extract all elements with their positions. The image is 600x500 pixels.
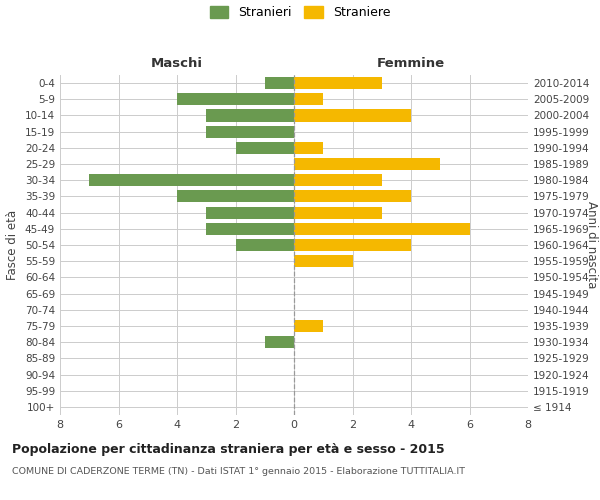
Bar: [294, 158, 440, 170]
Text: Popolazione per cittadinanza straniera per età e sesso - 2015: Popolazione per cittadinanza straniera p…: [12, 442, 445, 456]
Bar: [89, 174, 294, 186]
Bar: [235, 142, 294, 154]
Bar: [294, 222, 470, 235]
Bar: [294, 320, 323, 332]
Bar: [177, 93, 294, 106]
Y-axis label: Anni di nascita: Anni di nascita: [585, 202, 598, 288]
Bar: [294, 174, 382, 186]
Bar: [206, 206, 294, 218]
Bar: [177, 190, 294, 202]
Bar: [294, 142, 323, 154]
Bar: [294, 239, 411, 251]
Bar: [235, 239, 294, 251]
Bar: [265, 336, 294, 348]
Legend: Stranieri, Straniere: Stranieri, Straniere: [209, 6, 391, 19]
Bar: [294, 255, 353, 268]
Bar: [294, 190, 411, 202]
Bar: [206, 126, 294, 138]
Bar: [294, 93, 323, 106]
Y-axis label: Fasce di età: Fasce di età: [7, 210, 19, 280]
Bar: [206, 110, 294, 122]
Text: COMUNE DI CADERZONE TERME (TN) - Dati ISTAT 1° gennaio 2015 - Elaborazione TUTTI: COMUNE DI CADERZONE TERME (TN) - Dati IS…: [12, 468, 465, 476]
Bar: [265, 77, 294, 89]
Bar: [294, 110, 411, 122]
Text: Femmine: Femmine: [377, 57, 445, 70]
Bar: [294, 206, 382, 218]
Text: Maschi: Maschi: [151, 57, 203, 70]
Bar: [294, 77, 382, 89]
Bar: [206, 222, 294, 235]
